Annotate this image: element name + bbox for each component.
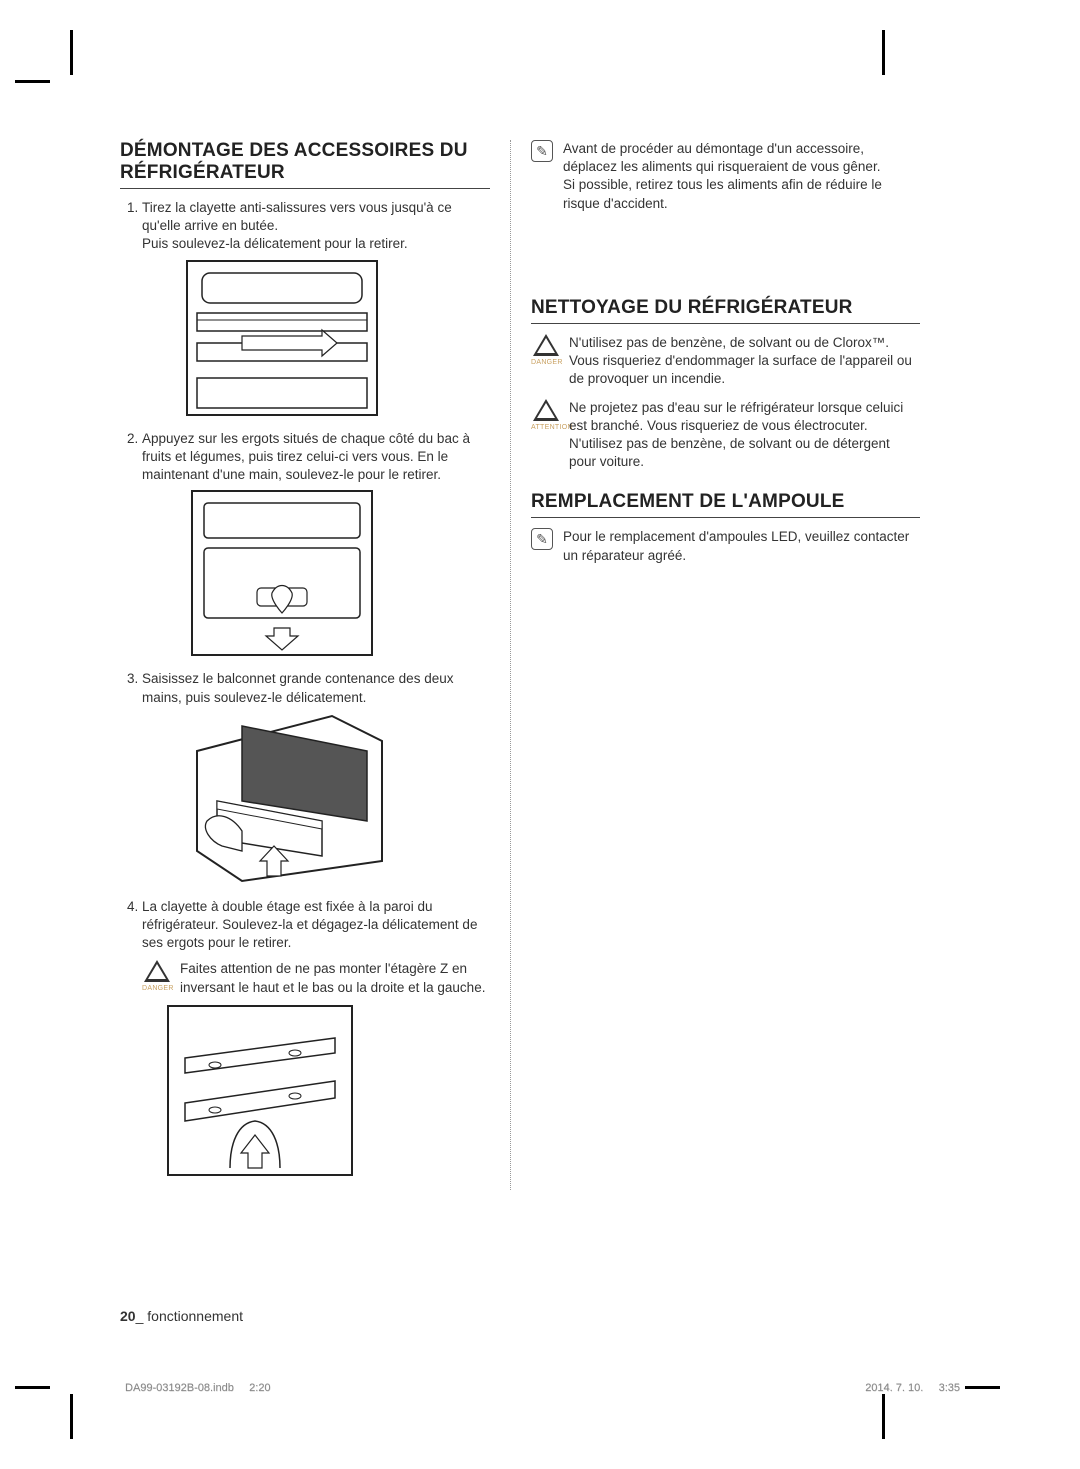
footer-file: DA99-03192B-08.indb xyxy=(125,1382,234,1394)
step-1: Tirez la clayette anti-salissures vers v… xyxy=(142,199,490,418)
top-note: ✎ Avant de procéder au démontage d'un ac… xyxy=(531,140,920,213)
cleaning-w2-l2: N'utilisez pas de benzène, de solvant ou… xyxy=(569,436,890,469)
figure-door-bin xyxy=(182,711,392,886)
cleaning-w1-l2: Vous risqueriez d'endommager la surface … xyxy=(569,353,912,386)
page-label: fonctionnement xyxy=(147,1308,243,1324)
warning-step4-text: Faites attention de ne pas monter l'étag… xyxy=(180,960,490,996)
footer-file-page: 2:20 xyxy=(249,1382,270,1394)
step-3: Saisissez le balconnet grande contenance… xyxy=(142,670,490,885)
warning-step4: DANGER Faites attention de ne pas monter… xyxy=(142,960,490,996)
bulb-note: ✎ Pour le remplacement d'ampoules LED, v… xyxy=(531,528,920,564)
crop-mark xyxy=(15,80,50,83)
step-3-text: Saisissez le balconnet grande contenance… xyxy=(142,671,453,704)
step-4: La clayette à double étage est fixée à l… xyxy=(142,898,490,953)
cleaning-w2-l1: Ne projetez pas d'eau sur le réfrigérate… xyxy=(569,400,903,433)
figure-shelf xyxy=(182,258,382,418)
attention-label: ATTENTION xyxy=(531,423,561,432)
danger-label: DANGER xyxy=(531,358,561,367)
right-column: ✎ Avant de procéder au démontage d'un ac… xyxy=(510,140,920,1190)
figure-drawer xyxy=(182,488,382,658)
attention-icon: ATTENTION xyxy=(531,399,561,432)
crop-mark xyxy=(882,30,885,75)
step-2: Appuyez sur les ergots situés de chaque … xyxy=(142,430,490,659)
page-number: 20_ fonctionnement xyxy=(120,1308,243,1324)
crop-mark xyxy=(965,1386,1000,1389)
note-icon: ✎ xyxy=(531,140,553,162)
danger-icon: DANGER xyxy=(142,960,172,993)
figure-z-shelf xyxy=(160,1003,360,1178)
steps-list: Tirez la clayette anti-salissures vers v… xyxy=(120,199,490,952)
crop-mark xyxy=(70,30,73,75)
step-1-text-b: Puis soulevez-la délicatement pour la re… xyxy=(142,236,408,251)
page-content: DÉMONTAGE DES ACCESSOIRES DU RÉFRIGÉRATE… xyxy=(120,140,960,1340)
crop-mark xyxy=(70,1394,73,1439)
bulb-text: Pour le remplacement d'ampoules LED, veu… xyxy=(563,528,920,564)
danger-label: DANGER xyxy=(142,984,172,993)
footer-date: 2014. 7. 10. xyxy=(865,1382,923,1394)
step-1-text-a: Tirez la clayette anti-salissures vers v… xyxy=(142,200,452,233)
cleaning-w1-l1: N'utilisez pas de benzène, de solvant ou… xyxy=(569,335,889,350)
crop-mark xyxy=(882,1394,885,1439)
top-note-p2: Si possible, retirez tous les aliments a… xyxy=(563,177,882,210)
cleaning-warning-2: ATTENTION Ne projetez pas d'eau sur le r… xyxy=(531,399,920,472)
left-column: DÉMONTAGE DES ACCESSOIRES DU RÉFRIGÉRATE… xyxy=(120,140,510,1190)
top-note-p1: Avant de procéder au démontage d'un acce… xyxy=(563,141,880,174)
cleaning-warning-1: DANGER N'utilisez pas de benzène, de sol… xyxy=(531,334,920,389)
step-2-text: Appuyez sur les ergots situés de chaque … xyxy=(142,431,470,482)
page-num: 20 xyxy=(120,1308,136,1324)
heading-bulb: REMPLACEMENT DE L'AMPOULE xyxy=(531,491,920,518)
crop-mark xyxy=(15,1386,50,1389)
heading-cleaning: NETTOYAGE DU RÉFRIGÉRATEUR xyxy=(531,297,920,324)
step-4-text: La clayette à double étage est fixée à l… xyxy=(142,899,477,950)
note-icon: ✎ xyxy=(531,528,553,550)
footer-time: 3:35 xyxy=(939,1382,960,1394)
footer-meta: DA99-03192B-08.indb 2:20 2014. 7. 10. 3:… xyxy=(125,1382,960,1394)
danger-icon: DANGER xyxy=(531,334,561,367)
heading-disassembly: DÉMONTAGE DES ACCESSOIRES DU RÉFRIGÉRATE… xyxy=(120,140,490,189)
